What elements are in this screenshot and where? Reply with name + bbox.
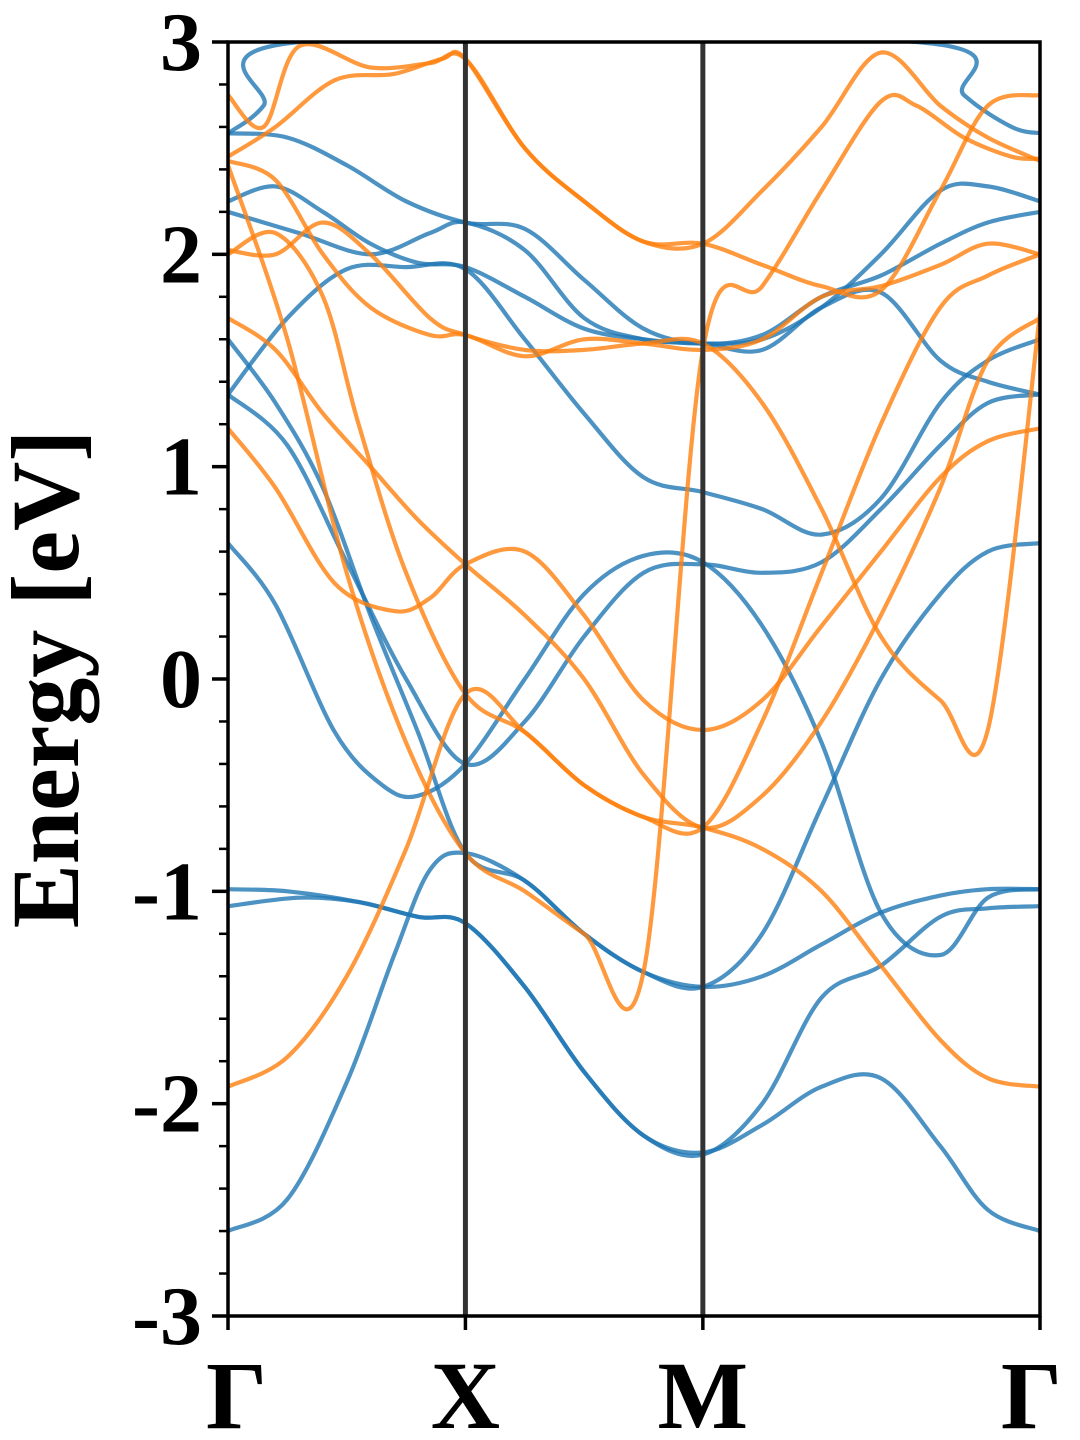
band-line-orange-19: [228, 42, 1040, 251]
band-line-blue-1: [228, 850, 1040, 1234]
series-layer: [228, 42, 1040, 1234]
band-line-blue-11: [228, 42, 1040, 136]
band-line-blue-6: [228, 392, 1040, 768]
y-tick-label: 2: [160, 208, 202, 301]
band-line-blue-7: [228, 261, 1040, 537]
band-line-blue-4: [228, 541, 1040, 958]
high-symmetry-divider-layer: [462, 42, 706, 1316]
tick-layer: -3 -2 -1 0 1 2 3 Γ X M Γ: [132, 0, 1062, 1440]
y-tick-label: -2: [132, 1058, 202, 1151]
x-tick-label: X: [431, 1342, 500, 1440]
band-line-orange-12: [228, 686, 1040, 1089]
band-line-blue-10: [228, 131, 1040, 346]
y-tick-label: 1: [160, 421, 202, 514]
band-line-orange-15: [228, 229, 1040, 836]
y-tick-label: 3: [160, 0, 202, 89]
x-tick-label: Γ: [206, 1342, 267, 1440]
band-line-orange-20: [228, 92, 1040, 1012]
band-line-blue-2: [228, 895, 1040, 1234]
y-tick-label: 0: [160, 633, 202, 726]
y-tick-label: -3: [132, 1270, 202, 1363]
band-line-orange-17: [228, 220, 1040, 758]
x-tick-label: M: [658, 1342, 749, 1440]
band-line-blue-3: [228, 887, 1040, 1159]
band-line-orange-18: [228, 49, 1040, 300]
y-axis-label: Energy [eV]: [0, 430, 99, 929]
x-tick-label: Γ: [1001, 1342, 1062, 1440]
band-line-orange-14: [228, 315, 1040, 831]
band-line-orange-16: [228, 158, 1040, 359]
y-tick-label: -1: [132, 845, 202, 938]
band-line-blue-9: [228, 181, 1040, 346]
